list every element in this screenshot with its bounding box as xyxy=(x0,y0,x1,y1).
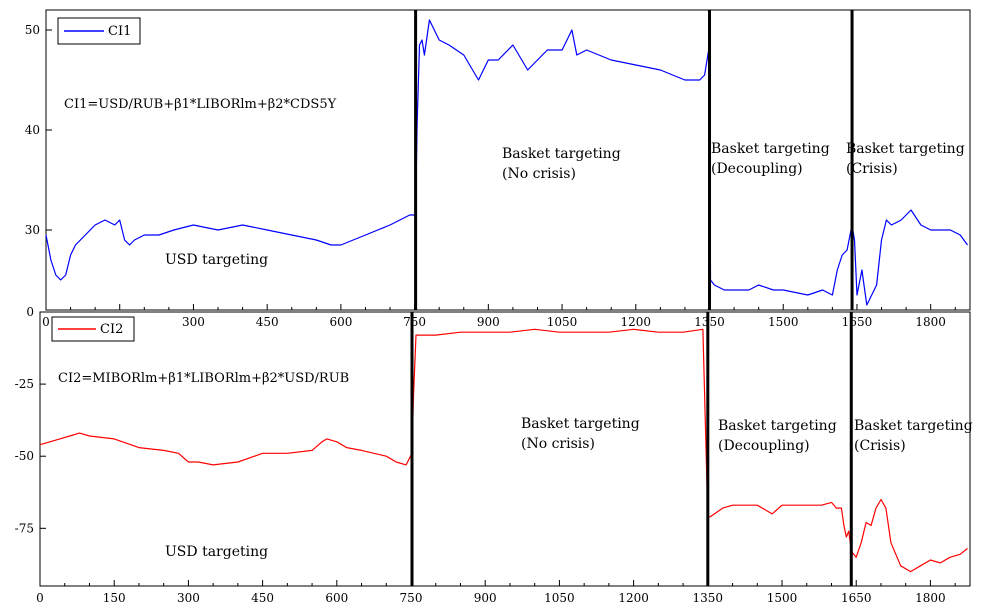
chart-panel-ci1: CI1 CI1=USD/RUB+β1*LIBORlm+β2*CDS5Y USD … xyxy=(25,9,971,329)
regime-label-basket-crisis: Basket targeting xyxy=(854,418,973,434)
regime-label-basket-crisis: Basket targeting xyxy=(846,141,965,157)
x-tick-label: 1050 xyxy=(544,591,575,605)
chart-panel-ci2: CI2 CI2=MIBORlm+β1*LIBORlm+β2*USD/RUB US… xyxy=(15,305,973,605)
y-tick-label: -25 xyxy=(15,377,34,391)
x-tick-label: 1800 xyxy=(915,591,946,605)
x-tick-label: 450 xyxy=(256,315,279,329)
series-line-ci1 xyxy=(45,19,968,306)
x-tick-label: 750 xyxy=(403,315,426,329)
x-tick-label: 0 xyxy=(36,591,44,605)
x-tick-label: 1500 xyxy=(768,315,799,329)
y-tick-label: -50 xyxy=(15,449,34,463)
formula-annotation: CI1=USD/RUB+β1*LIBORlm+β2*CDS5Y xyxy=(64,97,337,112)
x-tick-label: 150 xyxy=(103,591,126,605)
x-tick-label: 1800 xyxy=(915,315,946,329)
x-tick-label: 1200 xyxy=(618,591,649,605)
x-tick-label: 900 xyxy=(477,315,500,329)
regime-label-basket-nocrisis: Basket targeting xyxy=(502,146,621,162)
plot-frame xyxy=(39,311,971,587)
formula-annotation: CI2=MIBORlm+β1*LIBORlm+β2*USD/RUB xyxy=(58,371,349,386)
y-tick-label: 0 xyxy=(26,305,34,319)
regime-label-usd: USD targeting xyxy=(165,544,268,560)
legend-label: CI1 xyxy=(108,24,131,39)
x-tick-label: 300 xyxy=(182,315,205,329)
x-tick-label: 1650 xyxy=(842,315,873,329)
regime-label-usd: USD targeting xyxy=(165,252,268,268)
regime-label-basket-decoupling-sub: (Decoupling) xyxy=(711,161,803,177)
series-line-ci2 xyxy=(39,328,968,573)
x-tick-label: 750 xyxy=(400,591,423,605)
y-tick-label: -75 xyxy=(15,521,34,535)
x-tick-label: 0 xyxy=(42,315,50,329)
regime-label-basket-decoupling: Basket targeting xyxy=(711,141,830,157)
x-tick-label: 1650 xyxy=(841,591,872,605)
regime-label-basket-decoupling: Basket targeting xyxy=(718,418,837,434)
plot-frame xyxy=(45,9,971,311)
regime-label-basket-nocrisis: Basket targeting xyxy=(521,416,640,432)
legend-label: CI2 xyxy=(100,322,123,337)
y-tick-label: 50 xyxy=(25,23,40,37)
legend: CI2 xyxy=(51,316,135,342)
x-tick-label: 1050 xyxy=(547,315,578,329)
x-tick-label: 600 xyxy=(329,315,352,329)
regime-label-basket-nocrisis-sub: (No crisis) xyxy=(521,436,595,452)
x-tick-label: 300 xyxy=(177,591,200,605)
x-tick-label: 1200 xyxy=(621,315,652,329)
regime-label-basket-nocrisis-sub: (No crisis) xyxy=(502,166,576,182)
x-tick-label: 600 xyxy=(325,591,348,605)
x-tick-label: 1500 xyxy=(767,591,798,605)
x-tick-label: 1350 xyxy=(693,591,724,605)
regime-label-basket-decoupling-sub: (Decoupling) xyxy=(718,438,810,454)
y-tick-label: 40 xyxy=(25,123,40,137)
x-tick-label: 450 xyxy=(251,591,274,605)
regime-label-basket-crisis-sub: (Crisis) xyxy=(846,161,898,177)
legend: CI1 xyxy=(57,17,141,45)
x-tick-label: 900 xyxy=(474,591,497,605)
regime-label-basket-crisis-sub: (Crisis) xyxy=(854,438,906,454)
x-tick-label: 1350 xyxy=(694,315,725,329)
y-tick-label: 30 xyxy=(25,223,40,237)
